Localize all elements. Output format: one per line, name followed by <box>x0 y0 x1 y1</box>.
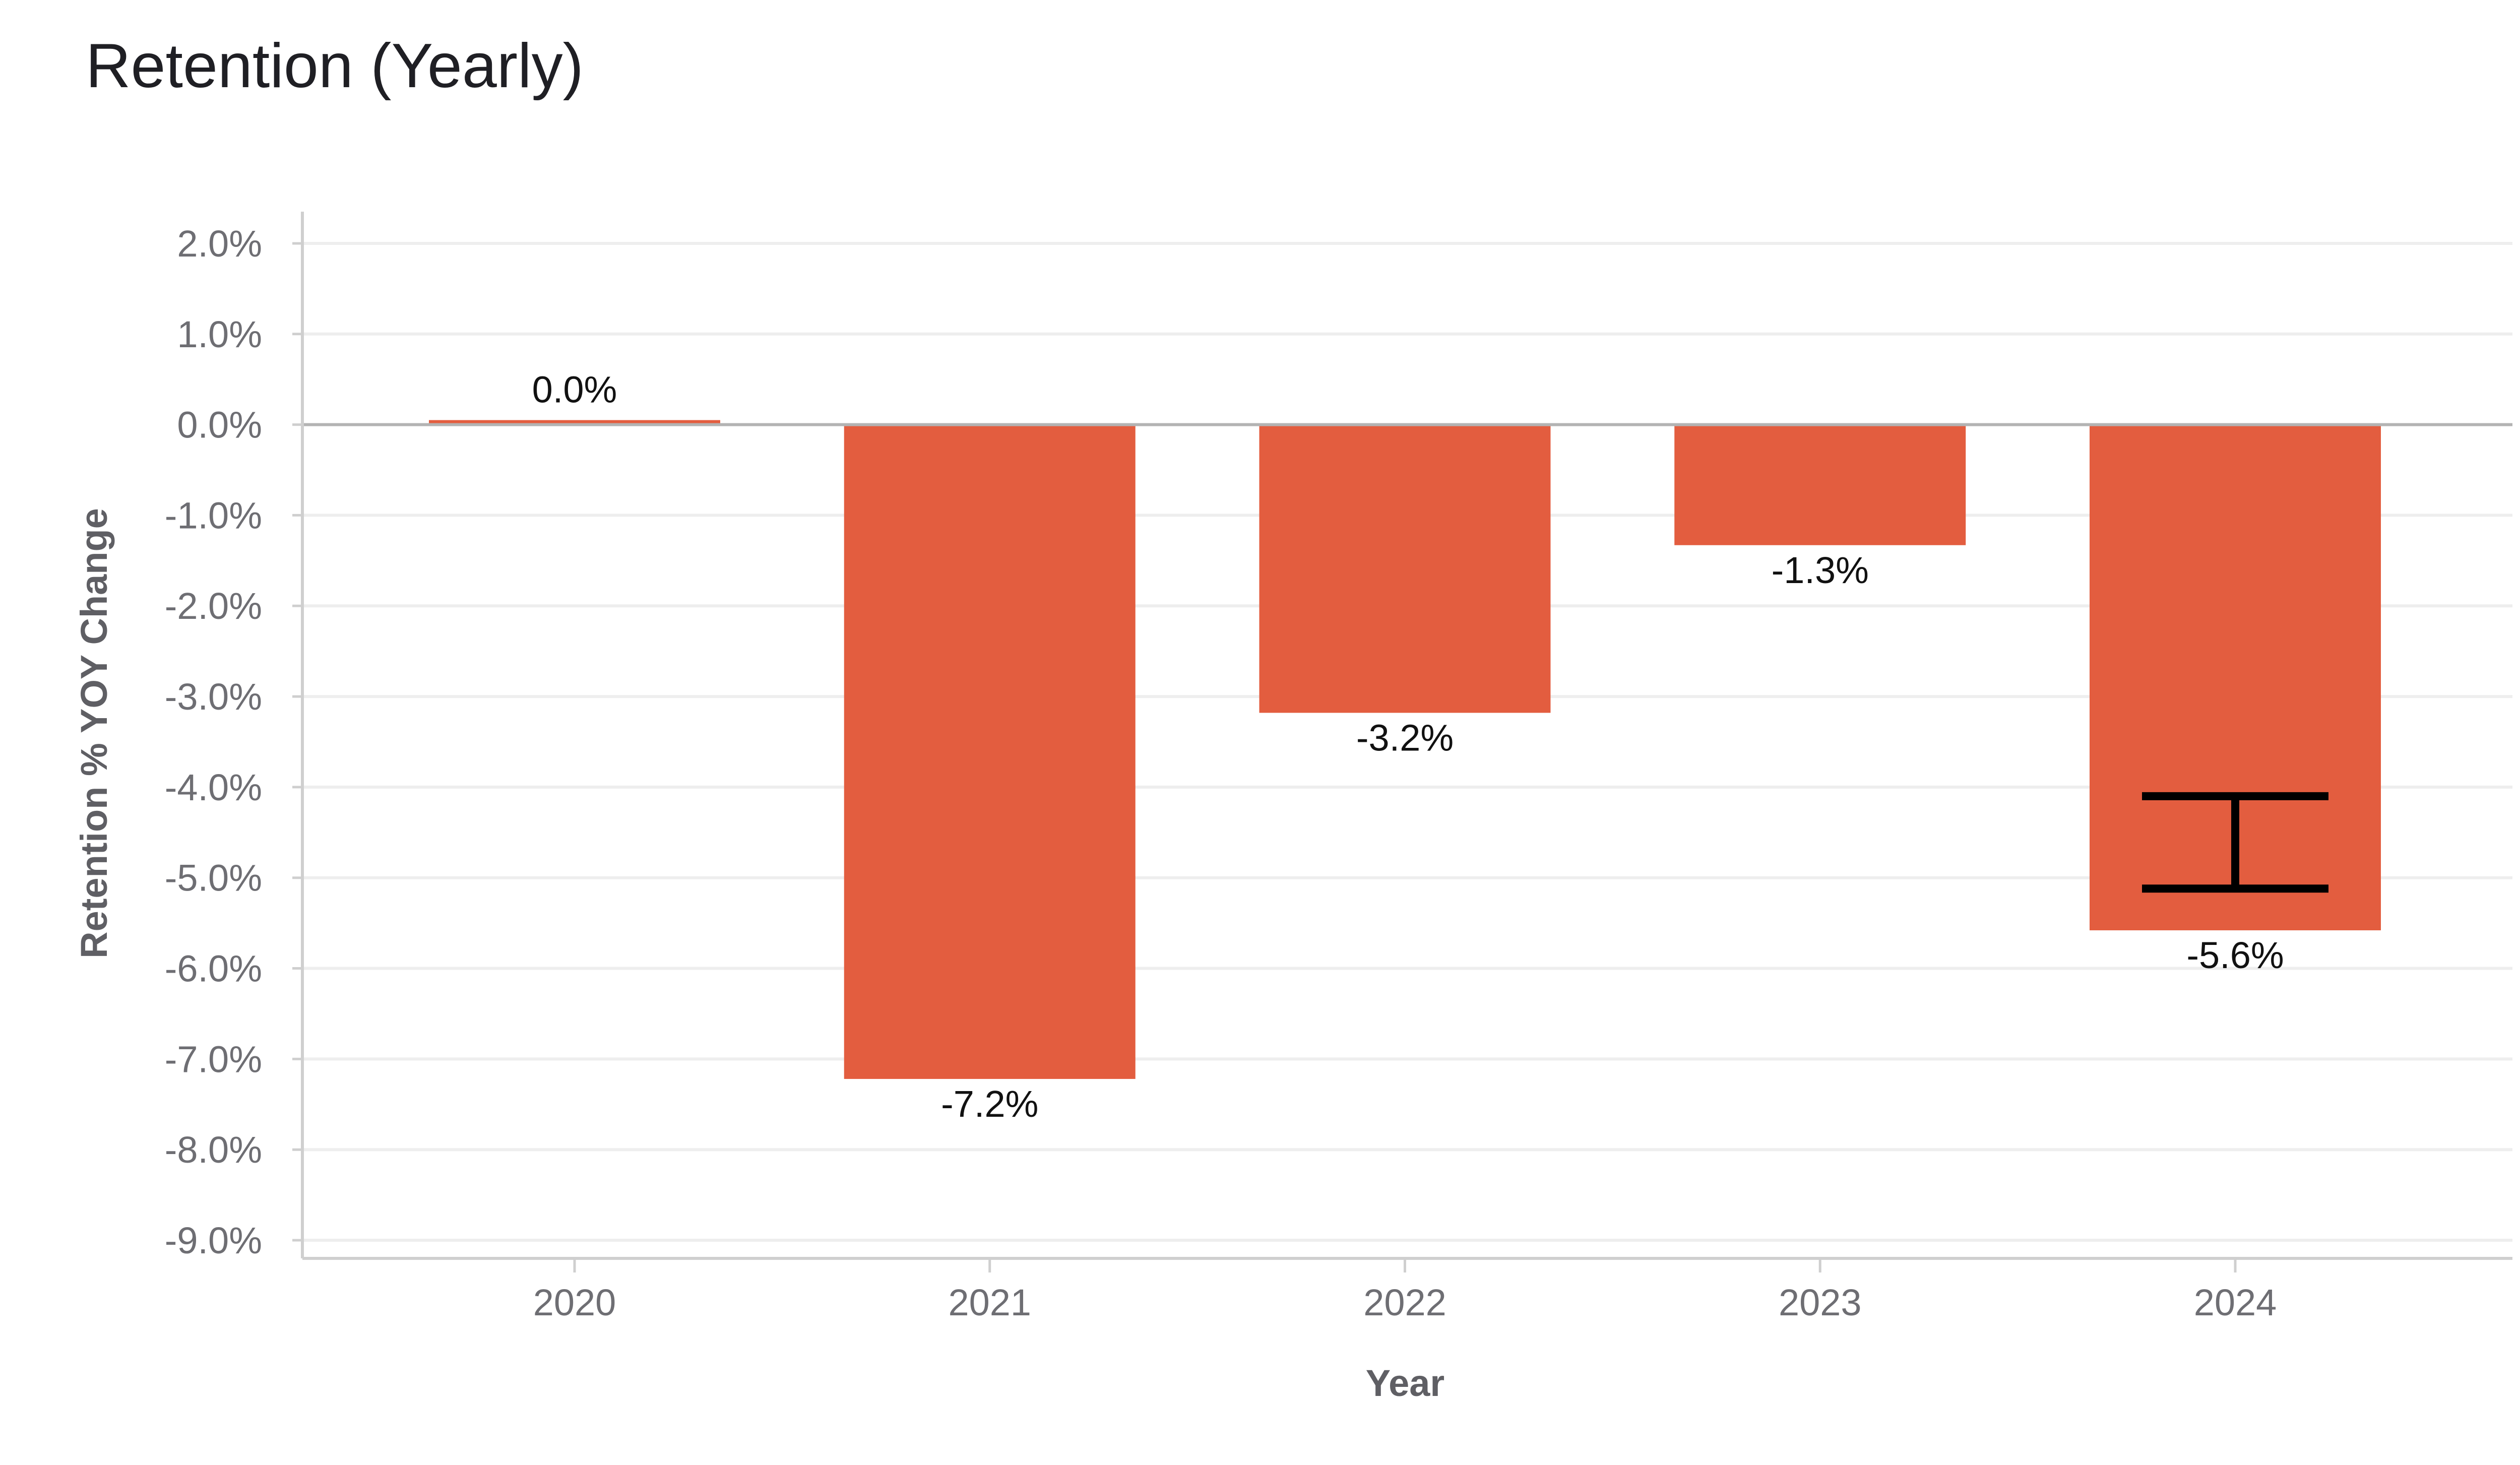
x-tick-label: 2022 <box>1363 1282 1446 1323</box>
y-tick-label: -8.0% <box>165 1129 262 1171</box>
data-label: -7.2% <box>941 1083 1038 1125</box>
y-tick-label: 0.0% <box>177 404 262 446</box>
y-tick-label: -5.0% <box>165 857 262 899</box>
y-tick-label: 2.0% <box>177 223 262 265</box>
x-tick-label: 2020 <box>533 1282 616 1323</box>
y-axis-title: Retention % YOY Change <box>73 508 115 959</box>
y-tick-label: -1.0% <box>165 494 262 536</box>
bar-2022 <box>1259 424 1551 713</box>
data-labels: 0.0% -7.2% -3.2% -1.3% -5.6% <box>532 369 2284 1125</box>
chart-title: Retention (Yearly) <box>86 31 584 101</box>
axes: 2.0% 1.0% 0.0% -1.0% -2.0% -3.0% -4.0% -5.0% -6.… <box>165 212 2512 1323</box>
y-tick-label: -9.0% <box>165 1220 262 1261</box>
data-label: -3.2% <box>1356 717 1454 758</box>
data-label: -1.3% <box>1772 549 1869 591</box>
x-tick-label: 2024 <box>2194 1282 2277 1323</box>
data-label: 0.0% <box>532 369 617 411</box>
y-tick-label: -7.0% <box>165 1038 262 1080</box>
data-label: -5.6% <box>2186 934 2284 976</box>
x-tick-label: 2021 <box>948 1282 1031 1323</box>
x-axis-title: Year <box>1366 1362 1444 1404</box>
y-tick-label: -4.0% <box>165 767 262 808</box>
error-bar <box>2142 792 2328 893</box>
y-tick-label: -6.0% <box>165 948 262 990</box>
bars <box>429 420 2381 1079</box>
bar-2023 <box>1674 424 1966 545</box>
x-tick-label: 2023 <box>1779 1282 1862 1323</box>
bar-2021 <box>844 424 1136 1079</box>
y-tick-label: 1.0% <box>177 313 262 355</box>
y-tick-label: -2.0% <box>165 585 262 627</box>
bar-2020 <box>429 420 720 425</box>
y-tick-label: -3.0% <box>165 676 262 718</box>
